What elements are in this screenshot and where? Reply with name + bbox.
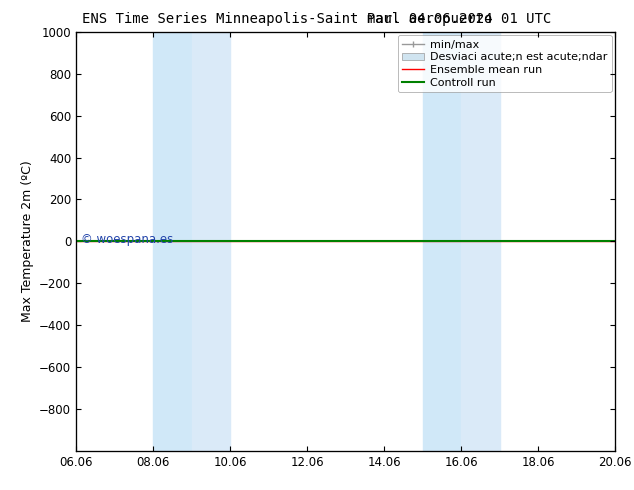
Bar: [191, 32, 230, 451]
Y-axis label: Max Temperature 2m (ºC): Max Temperature 2m (ºC): [20, 160, 34, 322]
Text: ENS Time Series Minneapolis-Saint Paul aeropuerto: ENS Time Series Minneapolis-Saint Paul a…: [82, 12, 493, 26]
Bar: [153, 32, 191, 451]
Legend: min/max, Desviaci acute;n est acute;ndar, Ensemble mean run, Controll run: min/max, Desviaci acute;n est acute;ndar…: [398, 35, 612, 93]
Text: © woespana.es: © woespana.es: [81, 233, 174, 245]
Text: mar. 04.06.2024 01 UTC: mar. 04.06.2024 01 UTC: [367, 12, 552, 26]
Bar: [422, 32, 461, 451]
Bar: [461, 32, 500, 451]
